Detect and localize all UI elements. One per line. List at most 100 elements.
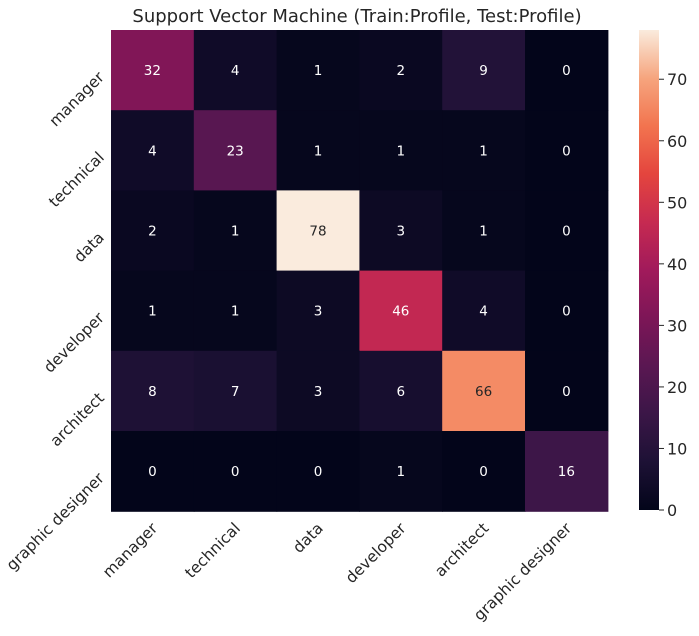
heatmap-cell xyxy=(111,431,195,512)
heatmap-cell xyxy=(525,30,609,111)
cell-value-label: 1 xyxy=(397,464,406,480)
heatmap-cell xyxy=(359,190,443,272)
colorbar-tick-label: 50 xyxy=(667,193,687,212)
heatmap-cell xyxy=(525,190,609,272)
heatmap-cell xyxy=(193,30,278,111)
cell-value-label: 2 xyxy=(397,63,406,79)
colorbar-tick-label: 30 xyxy=(667,316,687,335)
heatmap-cell xyxy=(193,270,278,352)
heatmap-cell xyxy=(442,30,526,111)
heatmap-cell xyxy=(111,30,195,111)
x-tick-label: manager xyxy=(99,519,161,581)
cell-value-label: 0 xyxy=(148,464,157,480)
colorbar-tick-label: 70 xyxy=(667,70,687,89)
heatmap-cell-labels: 32 4 1 2 9 04 23 1 1 1 02 1 78 3 1 01 1 3 46 4 08 7 3 6 66 00 0 0 1 0… xyxy=(144,63,575,480)
heatmap-cell xyxy=(442,110,526,191)
heatmap-cell xyxy=(525,431,609,512)
heatmap-cell xyxy=(442,270,526,352)
cell-value-label: 3 xyxy=(314,304,323,320)
heatmap-cell xyxy=(276,431,360,512)
cell-value-label: 8 xyxy=(148,384,157,400)
heatmap-cell xyxy=(111,270,195,352)
y-tick-label: data xyxy=(70,229,107,266)
colorbar-tick-labels: 0 10 20 30 40 50 60 70 xyxy=(659,70,687,520)
cell-value-label: 3 xyxy=(397,224,406,240)
heatmap-cell xyxy=(193,110,278,191)
heatmap-cell xyxy=(442,190,526,272)
heatmap-cell xyxy=(276,350,360,432)
cell-value-label: 6 xyxy=(397,384,406,400)
colorbar-tick-label: 60 xyxy=(667,132,687,151)
heatmap-cells xyxy=(111,30,609,512)
cell-value-label: 4 xyxy=(231,63,240,79)
heatmap-cell xyxy=(111,190,195,272)
cell-value-label: 0 xyxy=(479,464,488,480)
heatmap-cell xyxy=(525,350,609,432)
heatmap-cell xyxy=(193,190,278,272)
x-tick-label: architect xyxy=(431,519,492,580)
heatmap-cell xyxy=(359,110,443,191)
cell-value-label: 46 xyxy=(392,304,409,320)
cell-value-label: 1 xyxy=(231,224,240,240)
x-tick-label: technical xyxy=(182,519,245,582)
cell-value-label: 0 xyxy=(562,143,571,159)
heatmap-cell xyxy=(276,30,360,111)
y-tick-label: graphic designer xyxy=(3,469,108,574)
y-tick-label: manager xyxy=(46,68,108,130)
heatmap-cell xyxy=(442,350,526,432)
heatmap-cell xyxy=(359,350,443,432)
cell-value-label: 1 xyxy=(314,63,323,79)
x-tick-label: data xyxy=(289,519,326,556)
y-tick-label: technical xyxy=(45,148,108,211)
heatmap-cell xyxy=(442,431,526,512)
cell-value-label: 23 xyxy=(227,143,244,159)
colorbar-tick-label: 0 xyxy=(667,501,677,520)
heatmap-cell xyxy=(276,270,360,352)
heatmap-cell xyxy=(525,270,609,352)
chart-title: Support Vector Machine (Train:Profile, T… xyxy=(132,6,581,27)
heatmap-cell xyxy=(111,350,195,432)
cell-value-label: 32 xyxy=(144,63,161,79)
x-tick-label: developer xyxy=(342,519,410,587)
cell-value-label: 0 xyxy=(562,63,571,79)
cell-value-label: 2 xyxy=(148,224,157,240)
heatmap-cell xyxy=(359,30,443,111)
cell-value-label: 1 xyxy=(314,143,323,159)
cell-value-label: 1 xyxy=(479,143,488,159)
y-tick-label: developer xyxy=(40,308,108,376)
heatmap-cell xyxy=(359,270,443,352)
colorbar xyxy=(639,30,659,510)
cell-value-label: 0 xyxy=(231,464,240,480)
y-tick-label: architect xyxy=(47,389,108,450)
cell-value-label: 3 xyxy=(314,384,323,400)
cell-value-label: 0 xyxy=(562,304,571,320)
colorbar-tick-label: 10 xyxy=(667,439,687,458)
cell-value-label: 4 xyxy=(148,143,157,159)
colorbar-tick-label: 20 xyxy=(667,378,687,397)
heatmap-cell xyxy=(359,431,443,512)
heatmap-cell xyxy=(525,110,609,191)
colorbar-tick-label: 40 xyxy=(667,255,687,274)
cell-value-label: 9 xyxy=(479,63,488,79)
heatmap-cell xyxy=(193,431,278,512)
cell-value-label: 1 xyxy=(148,304,157,320)
cell-value-label: 16 xyxy=(558,464,575,480)
heatmap-cell xyxy=(276,190,360,272)
heatmap-cell xyxy=(193,350,278,432)
cell-value-label: 1 xyxy=(479,224,488,240)
cell-value-label: 0 xyxy=(562,384,571,400)
cell-value-label: 1 xyxy=(397,143,406,159)
heatmap-cell xyxy=(111,110,195,191)
y-axis-tick-labels: manager technical data developer architect gr… xyxy=(3,68,108,574)
cell-value-label: 0 xyxy=(314,464,323,480)
cell-value-label: 78 xyxy=(309,224,326,240)
x-axis-tick-labels: manager technical data developer architectgr… xyxy=(99,519,575,624)
cell-value-label: 7 xyxy=(231,384,240,400)
cell-value-label: 1 xyxy=(231,304,240,320)
cell-value-label: 4 xyxy=(479,304,488,320)
heatmap-cell xyxy=(276,110,360,191)
cell-value-label: 0 xyxy=(562,224,571,240)
cell-value-label: 66 xyxy=(475,384,492,400)
